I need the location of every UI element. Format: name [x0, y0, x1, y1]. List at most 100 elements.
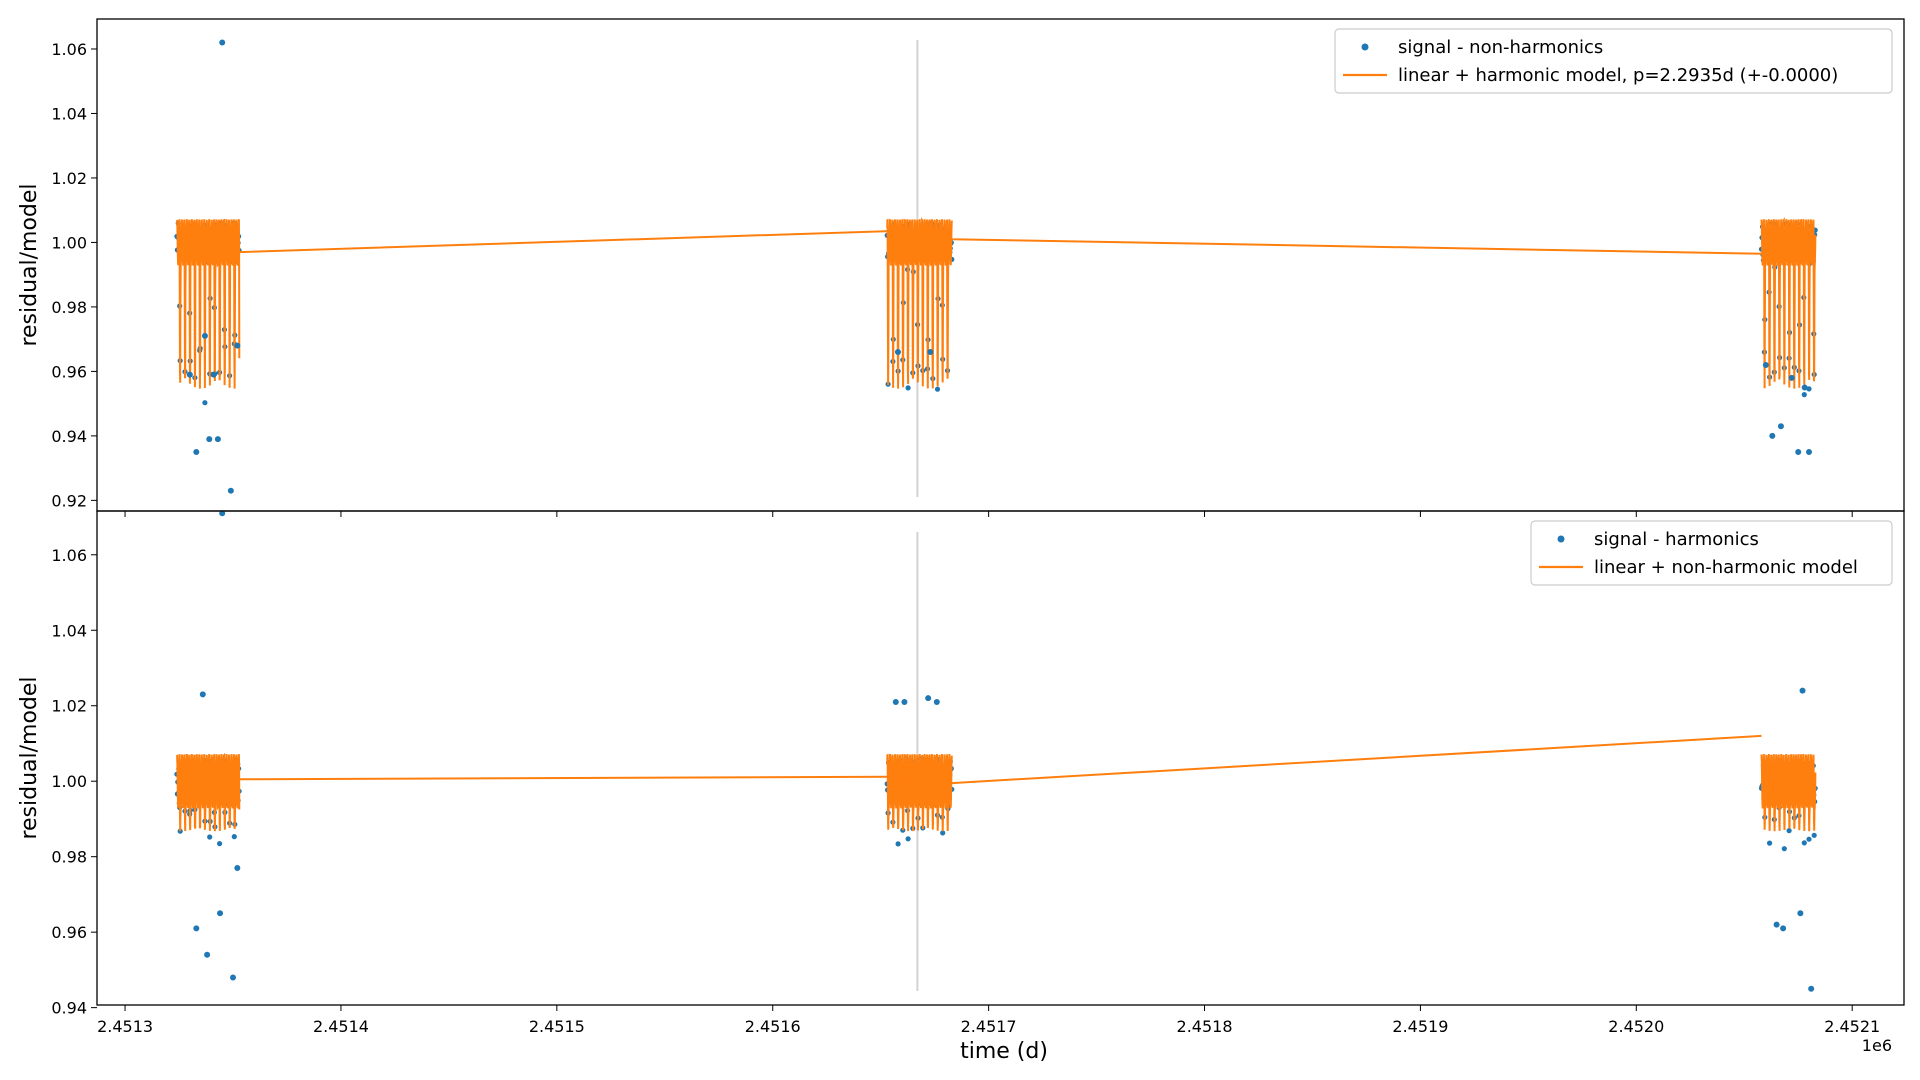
signal-point [217, 841, 223, 847]
x-tick-label: 2.4514 [313, 1017, 369, 1036]
signal-point [1767, 840, 1773, 846]
legend-marker-signal [1361, 43, 1369, 51]
signal-point [895, 841, 901, 847]
model-oscillation-line [175, 218, 241, 389]
legend-label-model: linear + harmonic model, p=2.2935d (+-0.… [1398, 65, 1838, 86]
legend-box [1334, 28, 1893, 94]
signal-point [933, 698, 940, 705]
legend-label-signal: signal - harmonics [1594, 529, 1759, 550]
signal-point [901, 698, 908, 705]
signal-point [892, 698, 899, 705]
y-tick-label: 0.96 [51, 923, 87, 942]
legend: signal - harmonics linear + non-harmonic … [1530, 520, 1893, 586]
model-oscillation-line [1760, 216, 1817, 389]
y-tick-label: 1.00 [51, 772, 87, 791]
signal-point [214, 436, 221, 443]
signal-point [905, 385, 911, 391]
signal-point [1795, 448, 1802, 455]
y-axis-label: residual/model [17, 183, 42, 346]
bottom-panel: 0.94 0.96 0.98 1.00 1.02 1.04 1.06 2.4513 2.4514… [17, 510, 1905, 1036]
x-tick-label: 2.4520 [1608, 1017, 1664, 1036]
x-tick-label: 2.4518 [1177, 1017, 1233, 1036]
signal-point [905, 836, 911, 842]
x-tick-label: 2.4515 [529, 1017, 585, 1036]
legend-box [1530, 520, 1893, 586]
signal-point [1786, 828, 1792, 834]
signal-point [1801, 840, 1807, 846]
signal-point [204, 951, 211, 958]
y-tick-label: 0.98 [51, 848, 87, 867]
legend: signal - non-harmonics linear + harmonic … [1334, 28, 1893, 94]
signal-point [894, 349, 901, 356]
signal-point [925, 695, 932, 702]
signal-point [202, 400, 208, 406]
x-tick-label: 2.4519 [1392, 1017, 1448, 1036]
model-trend-line [239, 734, 1762, 785]
legend-label-signal: signal - non-harmonics [1398, 37, 1603, 58]
x-axis-offset-label: 1e6 [1862, 1036, 1892, 1055]
signal-point [206, 436, 213, 443]
signal-point [1806, 448, 1813, 455]
y-axis-label: residual/model [17, 676, 42, 839]
x-axis-label: time (d) [960, 1039, 1048, 1064]
model-oscillation-line [886, 753, 953, 832]
x-tick-label: 2.4513 [97, 1017, 153, 1036]
signal-point [927, 349, 934, 356]
signal-point [219, 39, 226, 46]
y-tick-label: 0.96 [51, 362, 87, 381]
signal-point [1801, 384, 1808, 391]
signal-point [217, 910, 224, 917]
signal-point [1808, 985, 1815, 992]
model-oscillation-line [886, 216, 953, 389]
signal-point [1797, 910, 1804, 917]
signal-point [1780, 925, 1787, 932]
y-tick-label: 1.02 [51, 697, 87, 716]
signal-point [1781, 846, 1787, 852]
y-tick-label: 0.94 [51, 427, 87, 446]
y-tick-label: 0.94 [51, 999, 87, 1018]
legend-label-model: linear + non-harmonic model [1594, 557, 1858, 578]
signal-point [186, 371, 193, 378]
signal-point [193, 925, 200, 932]
signal-point [934, 386, 941, 392]
signal-point [234, 865, 241, 872]
y-tick-label: 1.04 [51, 621, 87, 640]
y-tick-label: 1.06 [51, 546, 87, 565]
signal-point [207, 834, 213, 840]
x-tick-label: 2.4521 [1824, 1017, 1880, 1036]
signal-point [1811, 832, 1817, 838]
model-oscillation-line [1760, 753, 1817, 832]
signal-point [1762, 361, 1769, 368]
y-tick-label: 1.04 [51, 104, 87, 123]
y-tick-label: 1.00 [51, 233, 87, 252]
signal-point [230, 974, 237, 981]
y-tick-label: 1.02 [51, 169, 87, 188]
signal-point [1806, 836, 1812, 842]
signal-point [210, 371, 217, 378]
signal-point [193, 448, 200, 455]
signal-point [1806, 386, 1812, 392]
signal-point [199, 691, 206, 698]
signal-point [227, 487, 234, 494]
signal-point [1777, 423, 1784, 430]
signal-point [1801, 392, 1807, 398]
x-tick-label: 2.4516 [745, 1017, 801, 1036]
signal-point [1773, 921, 1780, 928]
model-oscillation-line [175, 752, 241, 832]
outlier-points-group [186, 39, 1813, 494]
axes-frame [96, 510, 1905, 1006]
legend-marker-signal [1557, 535, 1565, 543]
signal-point [231, 834, 237, 840]
signal-point [1788, 374, 1795, 381]
outlier-points-group [193, 510, 1815, 992]
y-tick-label: 0.98 [51, 298, 87, 317]
signal-point [219, 510, 226, 517]
signal-point [1769, 432, 1776, 439]
y-tick-label: 1.06 [51, 40, 87, 59]
signal-point [1799, 687, 1806, 694]
top-panel: 0.92 0.94 0.96 0.98 1.00 1.02 1.04 1.06 residual… [17, 18, 1905, 517]
model-trend-line [239, 230, 1762, 255]
y-tick-label: 0.92 [51, 491, 87, 510]
signal-point [234, 342, 241, 349]
